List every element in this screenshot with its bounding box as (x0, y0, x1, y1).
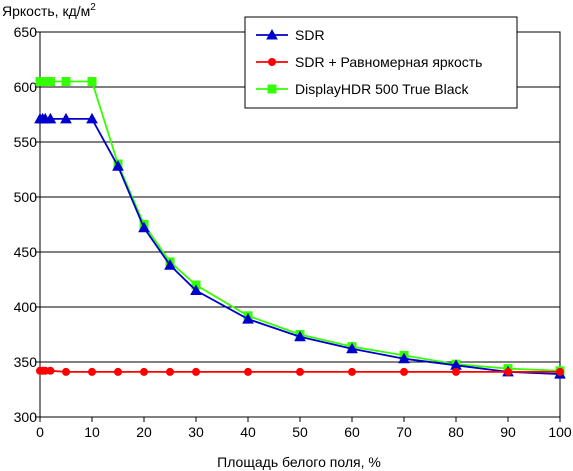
data-point (60, 112, 72, 124)
data-point (164, 259, 176, 270)
data-point (61, 77, 71, 86)
data-point (62, 367, 70, 376)
series-triangle (34, 112, 566, 379)
legend-swatch-marker (267, 84, 277, 94)
data-point (504, 367, 512, 376)
data-point (192, 367, 200, 376)
data-point (346, 342, 358, 354)
data-point (114, 367, 122, 376)
y-tick-label: 450 (14, 244, 38, 260)
y-tick-label: 550 (14, 134, 38, 150)
x-tick-label: 100 (548, 424, 572, 440)
x-tick-labels: 0 10 20 30 40 50 60 70 80 90 100 (36, 424, 572, 440)
data-point (88, 367, 96, 376)
data-point (140, 367, 148, 376)
x-tick-label: 50 (292, 424, 308, 440)
legend-label: SDR + Равномерная яркость (295, 54, 482, 70)
grid-lines (40, 31, 560, 418)
data-point (556, 367, 564, 376)
y-tick-label: 350 (14, 354, 38, 370)
data-point (44, 112, 57, 124)
data-point (190, 284, 202, 295)
data-point (40, 77, 50, 86)
legend-label: SDR (295, 27, 325, 43)
x-tick-label: 80 (448, 424, 464, 440)
x-tick-label: 0 (36, 424, 44, 440)
data-series (34, 77, 566, 379)
data-point (46, 366, 55, 375)
data-point (112, 160, 124, 171)
legend-label: DisplayHDR 500 True Black (295, 81, 470, 97)
data-point (86, 112, 98, 124)
series-square (35, 77, 565, 376)
y-tick-label: 650 (14, 24, 38, 40)
data-point (452, 367, 460, 376)
data-point (400, 367, 408, 376)
y-tick-label: 400 (14, 299, 38, 315)
data-point (398, 352, 410, 364)
legend-swatch-marker (268, 58, 276, 66)
data-point (166, 367, 174, 376)
legend-entry: DisplayHDR 500 True Black (256, 81, 470, 97)
x-tick-label: 40 (240, 424, 256, 440)
y-tick-labels: 300 350 400 450 500 550 600 650 (14, 24, 38, 425)
series-line (40, 80, 561, 372)
x-tick-label: 60 (344, 424, 360, 440)
legend-entry: SDR (256, 27, 325, 43)
x-tick-label: 30 (188, 424, 204, 440)
data-point (348, 367, 356, 376)
x-tick-label: 90 (500, 424, 516, 440)
legend-swatch-marker (266, 28, 278, 40)
x-axis-title: Площадь белого поля, % (217, 454, 381, 470)
y-axis-title: Яркость, кд/м2 (2, 2, 96, 19)
x-tick-label: 20 (136, 424, 152, 440)
data-point (296, 367, 304, 376)
data-point (294, 330, 306, 342)
x-tick-label: 10 (84, 424, 100, 440)
legend-entry: SDR + Равномерная яркость (256, 54, 482, 70)
data-point (244, 367, 252, 376)
data-point (138, 221, 150, 233)
data-point (45, 77, 55, 86)
legend: SDR SDR + Равномерная яркость DisplayHDR 5… (244, 16, 518, 109)
series-circle (36, 366, 564, 376)
legend-box (244, 16, 518, 109)
y-tick-label: 300 (14, 409, 38, 425)
y-axis-title-text: Яркость, кд/м (2, 3, 90, 19)
y-tick-label: 600 (14, 79, 38, 95)
data-point (87, 77, 97, 86)
data-point (242, 313, 254, 324)
y-tick-label: 500 (14, 189, 38, 205)
y-axis-title-superscript: 2 (90, 2, 96, 13)
x-tick-label: 70 (396, 424, 412, 440)
